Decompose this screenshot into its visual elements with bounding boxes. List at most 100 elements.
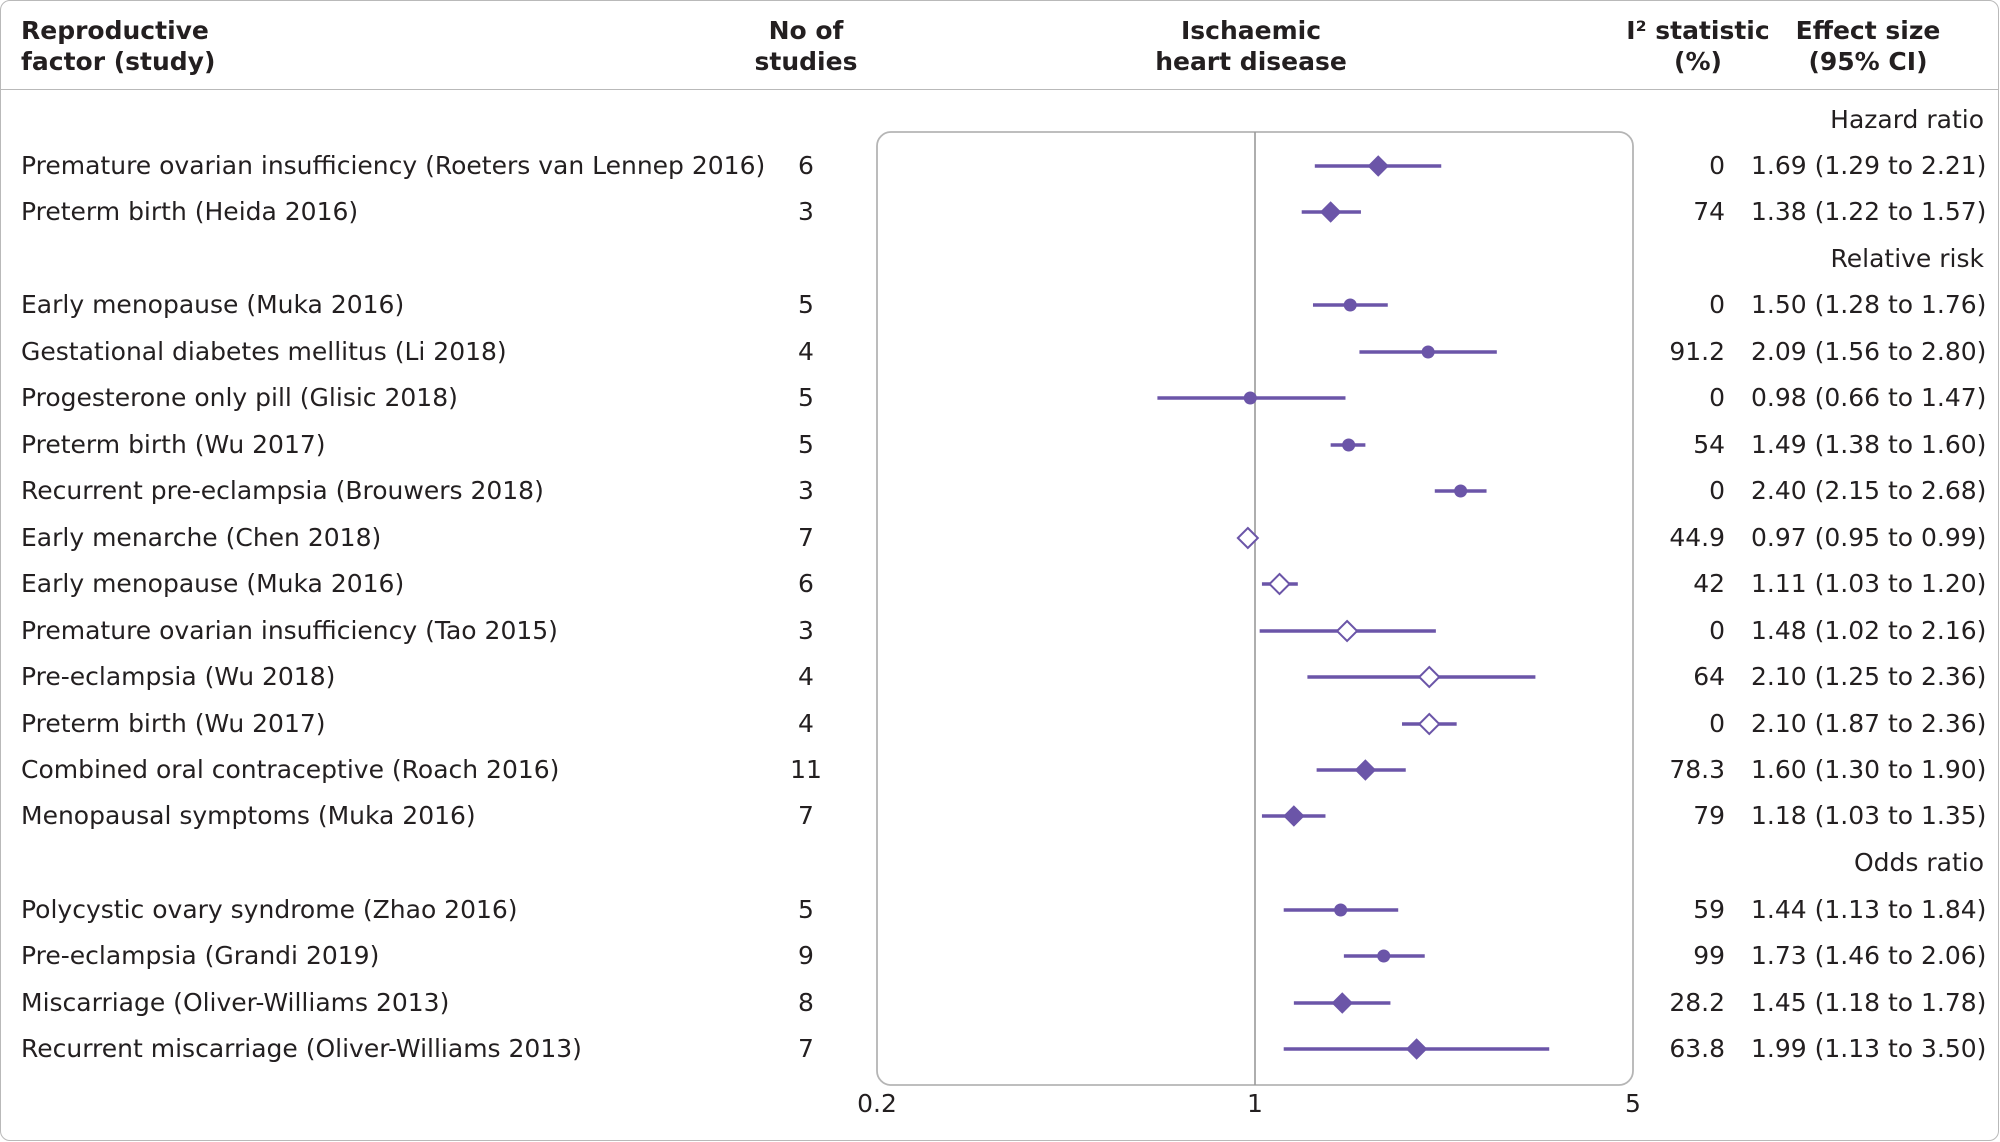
n-studies: 5 bbox=[798, 430, 814, 459]
point-estimate-diamond bbox=[1319, 201, 1342, 223]
i2-value: 74 bbox=[1693, 197, 1725, 226]
point-estimate-diamond-open bbox=[1236, 526, 1260, 550]
study-name: Premature ovarian insufficiency (Roeters… bbox=[21, 151, 766, 180]
effect-size: 2.10 (1.87 to 2.36) bbox=[1751, 709, 1987, 738]
study-name: Recurrent miscarriage (Oliver-Williams 2… bbox=[21, 1034, 582, 1063]
point-estimate-circle bbox=[1342, 438, 1356, 452]
study-name: Menopausal symptoms (Muka 2016) bbox=[21, 801, 476, 830]
i2-value: 28.2 bbox=[1669, 988, 1725, 1017]
section-label: Relative risk bbox=[1830, 244, 1985, 273]
n-studies: 5 bbox=[798, 290, 814, 319]
x-tick-label-0: 0.2 bbox=[857, 1089, 897, 1118]
n-studies: 8 bbox=[798, 988, 814, 1017]
n-studies: 7 bbox=[798, 801, 814, 830]
point-estimate-diamond-open bbox=[1335, 619, 1359, 643]
effect-size: 1.99 (1.13 to 3.50) bbox=[1751, 1034, 1987, 1063]
i2-value: 0 bbox=[1709, 709, 1725, 738]
i2-value: 91.2 bbox=[1669, 337, 1725, 366]
study-name: Progesterone only pill (Glisic 2018) bbox=[21, 383, 458, 412]
study-name: Pre-eclampsia (Grandi 2019) bbox=[21, 941, 380, 970]
header-effect-line2: (95% CI) bbox=[1808, 47, 1928, 76]
point-estimate-circle bbox=[1343, 298, 1357, 312]
study-name: Pre-eclampsia (Wu 2018) bbox=[21, 662, 336, 691]
header-i2-line2: (%) bbox=[1674, 47, 1722, 76]
n-studies: 11 bbox=[790, 755, 822, 784]
effect-size: 1.49 (1.38 to 1.60) bbox=[1751, 430, 1987, 459]
n-studies: 7 bbox=[798, 1034, 814, 1063]
study-name: Preterm birth (Wu 2017) bbox=[21, 709, 326, 738]
point-estimate-circle bbox=[1334, 903, 1348, 917]
effect-size: 1.60 (1.30 to 1.90) bbox=[1751, 755, 1987, 784]
effect-size: 0.98 (0.66 to 1.47) bbox=[1751, 383, 1987, 412]
i2-value: 79 bbox=[1693, 801, 1725, 830]
study-name: Miscarriage (Oliver-Williams 2013) bbox=[21, 988, 450, 1017]
point-estimate-diamond bbox=[1354, 759, 1377, 781]
n-studies: 5 bbox=[798, 895, 814, 924]
study-name: Combined oral contraceptive (Roach 2016) bbox=[21, 755, 560, 784]
study-name: Premature ovarian insufficiency (Tao 201… bbox=[21, 616, 558, 645]
effect-size: 2.10 (1.25 to 2.36) bbox=[1751, 662, 1987, 691]
section-label: Hazard ratio bbox=[1830, 105, 1984, 134]
point-estimate-diamond bbox=[1283, 805, 1305, 827]
n-studies: 5 bbox=[798, 383, 814, 412]
study-name: Early menarche (Chen 2018) bbox=[21, 523, 382, 552]
effect-size: 1.50 (1.28 to 1.76) bbox=[1751, 290, 1987, 319]
effect-size: 2.40 (2.15 to 2.68) bbox=[1751, 476, 1987, 505]
study-name: Early menopause (Muka 2016) bbox=[21, 290, 405, 319]
i2-value: 0 bbox=[1709, 476, 1725, 505]
n-studies: 3 bbox=[798, 616, 814, 645]
point-estimate-circle bbox=[1454, 484, 1468, 498]
header-i2: I² statistic (%) bbox=[1623, 15, 1773, 77]
i2-value: 44.9 bbox=[1669, 523, 1725, 552]
header-effect-line1: Effect size bbox=[1795, 16, 1941, 45]
n-studies: 3 bbox=[798, 476, 814, 505]
header-divider bbox=[1, 89, 1998, 90]
n-studies: 6 bbox=[798, 569, 814, 598]
n-studies: 9 bbox=[798, 941, 814, 970]
section-label: Odds ratio bbox=[1853, 848, 1984, 877]
point-estimate-circle bbox=[1377, 949, 1391, 963]
effect-size: 1.73 (1.46 to 2.06) bbox=[1751, 941, 1987, 970]
i2-value: 78.3 bbox=[1669, 755, 1725, 784]
study-name: Early menopause (Muka 2016) bbox=[21, 569, 405, 598]
effect-size: 1.69 (1.29 to 2.21) bbox=[1751, 151, 1987, 180]
effect-size: 2.09 (1.56 to 2.80) bbox=[1751, 337, 1987, 366]
i2-value: 59 bbox=[1693, 895, 1725, 924]
x-tick-label-1: 1 bbox=[1247, 1089, 1263, 1118]
header-i2-line1: I² statistic bbox=[1626, 16, 1770, 45]
effect-size: 1.45 (1.18 to 1.78) bbox=[1751, 988, 1987, 1017]
point-estimate-diamond bbox=[1331, 992, 1353, 1014]
study-name: Polycystic ovary syndrome (Zhao 2016) bbox=[21, 895, 518, 924]
point-estimate-circle bbox=[1243, 391, 1257, 405]
header-effect: Effect size (95% CI) bbox=[1771, 15, 1965, 77]
i2-value: 0 bbox=[1709, 151, 1725, 180]
effect-size: 1.11 (1.03 to 1.20) bbox=[1751, 569, 1987, 598]
header-outcome-line2: heart disease bbox=[1155, 47, 1347, 76]
study-name: Gestational diabetes mellitus (Li 2018) bbox=[21, 337, 507, 366]
header-study-line1: Reproductive bbox=[21, 16, 209, 45]
point-estimate-diamond bbox=[1367, 155, 1389, 177]
effect-size: 1.38 (1.22 to 1.57) bbox=[1751, 197, 1987, 226]
point-estimate-diamond-open bbox=[1417, 712, 1441, 736]
i2-value: 54 bbox=[1693, 430, 1725, 459]
n-studies: 4 bbox=[798, 337, 814, 366]
study-name: Recurrent pre-eclampsia (Brouwers 2018) bbox=[21, 476, 544, 505]
point-estimate-diamond-open bbox=[1268, 572, 1291, 596]
study-name: Preterm birth (Wu 2017) bbox=[21, 430, 326, 459]
header-n-studies: No of studies bbox=[741, 15, 871, 77]
i2-value: 0 bbox=[1709, 290, 1725, 319]
header-study-line2: factor (study) bbox=[21, 47, 216, 76]
n-studies: 3 bbox=[798, 197, 814, 226]
i2-value: 99 bbox=[1693, 941, 1725, 970]
header-n-line1: No of bbox=[768, 16, 844, 45]
i2-value: 42 bbox=[1693, 569, 1725, 598]
x-tick-label-2: 5 bbox=[1625, 1089, 1641, 1118]
i2-value: 0 bbox=[1709, 383, 1725, 412]
i2-value: 63.8 bbox=[1669, 1034, 1725, 1063]
header-outcome: Ischaemic heart disease bbox=[1101, 15, 1401, 77]
header-study: Reproductive factor (study) bbox=[21, 15, 215, 77]
effect-size: 0.97 (0.95 to 0.99) bbox=[1751, 523, 1987, 552]
i2-value: 64 bbox=[1693, 662, 1725, 691]
